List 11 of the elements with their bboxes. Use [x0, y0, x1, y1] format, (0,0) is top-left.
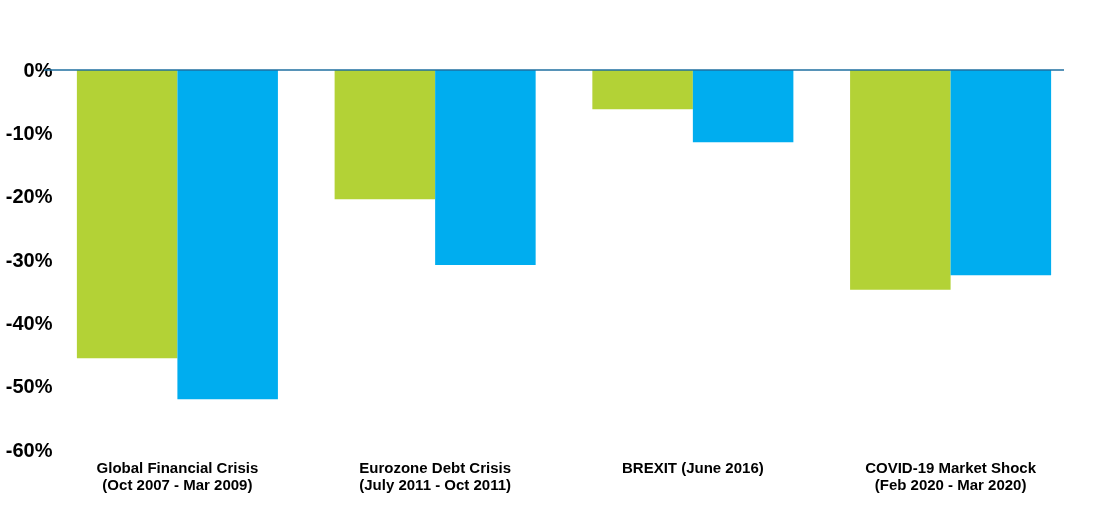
y-tick-label: -60%: [5, 438, 53, 461]
x-tick-label: Global Financial Crisis (Oct 2007 - Mar 2009): [96, 458, 259, 493]
y-tick-label: -50%: [5, 375, 53, 398]
y-tick-label: -40%: [5, 311, 53, 334]
x-tick-label: Eurozone Debt Crisis (July 2011 - Oct 2011): [359, 458, 512, 493]
x-tick-label: BREXIT (June 2016): [622, 458, 764, 476]
y-tick-label: -10%: [5, 121, 53, 144]
y-tick-label: -30%: [5, 248, 53, 271]
x-tick-label: COVID-19 Market Shock (Feb 2020 - Mar 2020): [865, 458, 1037, 493]
y-tick-label: 0%: [23, 58, 53, 81]
y-tick-label: -20%: [5, 185, 53, 208]
